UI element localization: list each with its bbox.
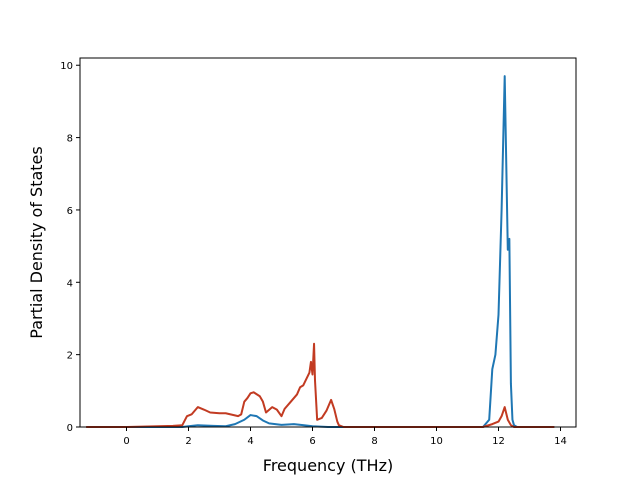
x-tick-label: 8 [371,436,377,447]
x-tick-label: 2 [185,436,191,447]
plot-lines [86,75,555,428]
y-tick-label: 2 [67,351,73,362]
y-tick-label: 10 [60,61,73,72]
series-line-2 [86,342,555,428]
x-axis-label: Frequency (THz) [263,456,393,475]
x-tick-label: 14 [554,436,567,447]
y-axis-ticks: 0 2 4 6 8 10 [60,61,80,434]
y-tick-label: 8 [67,134,73,145]
x-tick-label: 10 [430,436,443,447]
plot-frame [79,57,577,428]
x-axis-ticks: 0 2 4 6 8 10 12 14 [123,427,567,447]
x-tick-label: 0 [123,436,129,447]
series-line-1 [86,75,555,428]
y-tick-label: 4 [67,278,73,289]
x-tick-label: 6 [309,436,315,447]
x-tick-label: 4 [247,436,253,447]
y-tick-label: 0 [67,423,73,434]
y-axis-label: Partial Density of States [27,146,46,338]
x-tick-label: 12 [492,436,505,447]
y-tick-label: 6 [67,206,73,217]
